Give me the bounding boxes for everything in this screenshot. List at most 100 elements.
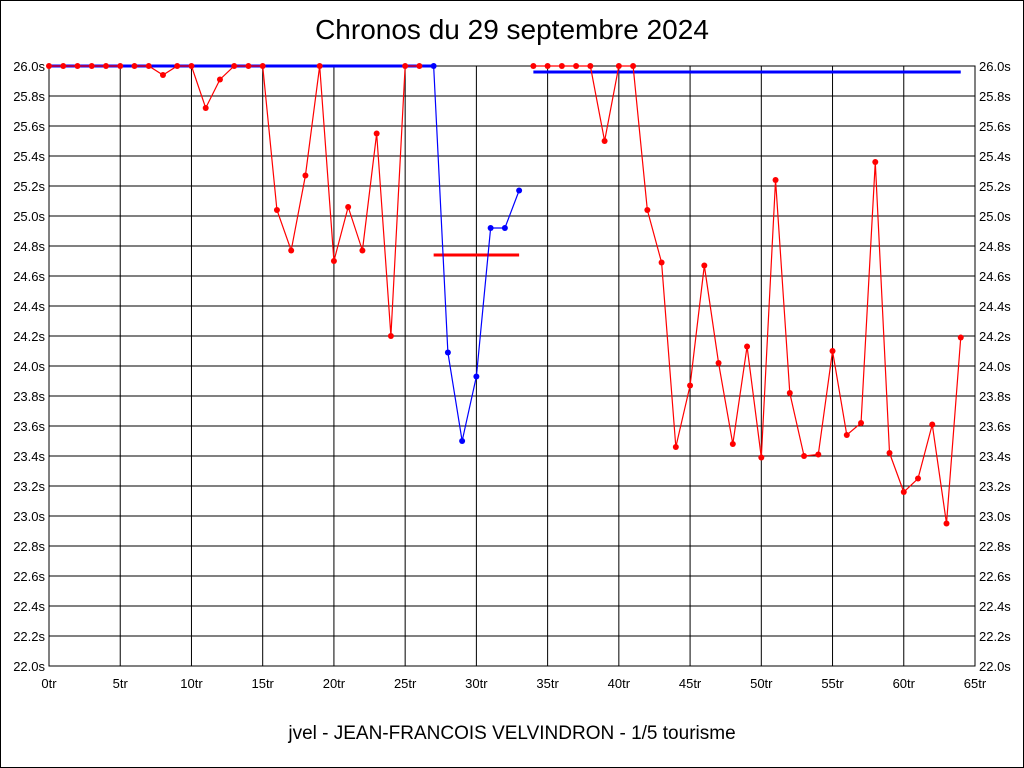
y-tick-label-left: 25.4s bbox=[13, 149, 45, 164]
data-point bbox=[216, 76, 223, 83]
data-point bbox=[544, 63, 551, 69]
data-point bbox=[159, 72, 166, 78]
y-tick-label-right: 22.0s bbox=[979, 659, 1011, 674]
x-tick-label: 10tr bbox=[180, 676, 203, 691]
y-tick-label-left: 26.0s bbox=[13, 59, 45, 74]
data-point bbox=[46, 63, 52, 69]
data-point bbox=[387, 333, 394, 339]
y-tick-label-left: 22.6s bbox=[13, 569, 45, 584]
data-point bbox=[416, 63, 423, 69]
y-tick-label-left: 22.8s bbox=[13, 539, 45, 554]
y-tick-label-right: 24.2s bbox=[979, 329, 1011, 344]
y-tick-label-right: 23.4s bbox=[979, 449, 1011, 464]
data-point bbox=[815, 451, 822, 458]
data-point bbox=[60, 63, 67, 69]
x-tick-label: 20tr bbox=[323, 676, 346, 691]
data-point bbox=[729, 441, 736, 447]
data-point bbox=[487, 225, 494, 231]
y-tick-label-left: 25.8s bbox=[13, 89, 45, 104]
data-point bbox=[872, 159, 879, 165]
y-tick-label-left: 23.2s bbox=[13, 479, 45, 494]
data-point bbox=[316, 63, 323, 69]
data-point bbox=[886, 450, 893, 456]
data-point bbox=[459, 438, 466, 444]
data-point bbox=[858, 420, 865, 426]
data-point bbox=[957, 334, 964, 341]
data-point bbox=[715, 360, 722, 366]
data-point bbox=[658, 259, 665, 266]
data-point bbox=[915, 475, 922, 482]
data-point bbox=[587, 63, 594, 69]
x-tick-label: 45tr bbox=[679, 676, 702, 691]
data-point bbox=[188, 63, 195, 69]
data-point bbox=[501, 225, 508, 231]
data-point bbox=[302, 172, 309, 179]
y-tick-label-right: 24.6s bbox=[979, 269, 1011, 284]
y-tick-label-right: 25.6s bbox=[979, 119, 1011, 134]
y-tick-label-right: 22.6s bbox=[979, 569, 1011, 584]
data-point bbox=[630, 63, 637, 69]
data-point bbox=[330, 258, 337, 264]
y-tick-label-right: 23.2s bbox=[979, 479, 1011, 494]
x-tick-label: 55tr bbox=[821, 676, 844, 691]
y-tick-label-right: 24.0s bbox=[979, 359, 1011, 374]
y-tick-label-left: 22.4s bbox=[13, 599, 45, 614]
data-point bbox=[402, 63, 409, 69]
data-point bbox=[273, 207, 280, 213]
y-tick-label-left: 25.0s bbox=[13, 209, 45, 224]
y-tick-label-left: 24.8s bbox=[13, 239, 45, 254]
data-point bbox=[117, 63, 124, 69]
data-point bbox=[288, 247, 295, 254]
data-point bbox=[900, 489, 907, 495]
data-point bbox=[530, 63, 537, 69]
data-point bbox=[131, 63, 138, 69]
y-tick-label-right: 23.6s bbox=[979, 419, 1011, 434]
y-tick-label-left: 23.6s bbox=[13, 419, 45, 434]
x-tick-label: 50tr bbox=[750, 676, 773, 691]
data-point bbox=[345, 204, 352, 210]
data-point bbox=[444, 349, 451, 356]
data-point bbox=[558, 63, 565, 69]
data-point bbox=[231, 63, 238, 69]
data-point bbox=[473, 373, 480, 380]
y-tick-label-right: 22.4s bbox=[979, 599, 1011, 614]
data-point bbox=[259, 63, 266, 69]
y-tick-label-right: 25.8s bbox=[979, 89, 1011, 104]
data-point bbox=[573, 63, 580, 69]
x-tick-label: 5tr bbox=[113, 676, 129, 691]
x-tick-label: 35tr bbox=[536, 676, 559, 691]
y-tick-label-left: 22.2s bbox=[13, 629, 45, 644]
data-point bbox=[943, 520, 950, 527]
data-point bbox=[829, 348, 836, 354]
data-point bbox=[772, 177, 779, 183]
x-tick-label: 0tr bbox=[41, 676, 57, 691]
y-tick-label-right: 22.2s bbox=[979, 629, 1011, 644]
data-point bbox=[801, 453, 808, 459]
x-tick-label: 15tr bbox=[251, 676, 274, 691]
y-tick-label-right: 26.0s bbox=[979, 59, 1011, 74]
y-tick-label-left: 23.8s bbox=[13, 389, 45, 404]
data-point bbox=[929, 421, 936, 428]
y-tick-label-left: 25.2s bbox=[13, 179, 45, 194]
data-point bbox=[174, 63, 181, 69]
y-tick-label-right: 25.4s bbox=[979, 149, 1011, 164]
y-tick-label-right: 25.0s bbox=[979, 209, 1011, 224]
data-point bbox=[786, 390, 793, 396]
data-point bbox=[516, 187, 523, 194]
data-point bbox=[672, 444, 679, 450]
x-tick-label: 25tr bbox=[394, 676, 417, 691]
y-tick-label-left: 25.6s bbox=[13, 119, 45, 134]
y-tick-label-left: 24.6s bbox=[13, 269, 45, 284]
data-point bbox=[843, 432, 850, 438]
y-tick-label-left: 24.4s bbox=[13, 299, 45, 314]
data-point bbox=[88, 63, 95, 69]
x-tick-label: 30tr bbox=[465, 676, 488, 691]
data-point bbox=[644, 207, 651, 213]
y-tick-label-right: 23.8s bbox=[979, 389, 1011, 404]
y-tick-label-left: 24.0s bbox=[13, 359, 45, 374]
data-point bbox=[687, 382, 694, 389]
y-tick-label-right: 22.8s bbox=[979, 539, 1011, 554]
x-tick-label: 40tr bbox=[608, 676, 631, 691]
data-point bbox=[615, 63, 622, 69]
